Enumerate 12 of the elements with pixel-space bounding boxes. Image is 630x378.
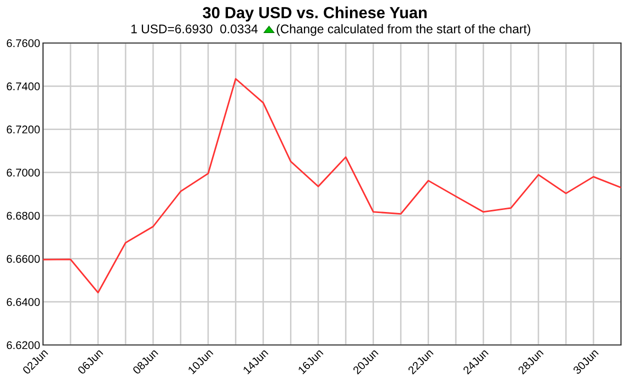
y-tick-label: 6.6600 [6, 254, 40, 263]
line-series [43, 78, 621, 294]
y-tick-label: 6.7600 [6, 39, 40, 48]
chart-subtitle: 1 USD=6.6930 0.0334 [131, 24, 258, 34]
y-tick-label: 6.7200 [6, 126, 40, 134]
y-tick-label: 6.6200 [6, 341, 40, 350]
chart-title: 30 Day USD vs. Chinese Yuan [202, 6, 427, 22]
y-tick-label: 6.7000 [6, 168, 40, 177]
y-tick-label: 6.7400 [6, 82, 40, 90]
y-tick-label: 6.6800 [6, 212, 40, 220]
y-tick-label: 6.6400 [6, 298, 40, 306]
text: (Change calculated from the start of the chart) [276, 24, 530, 36]
